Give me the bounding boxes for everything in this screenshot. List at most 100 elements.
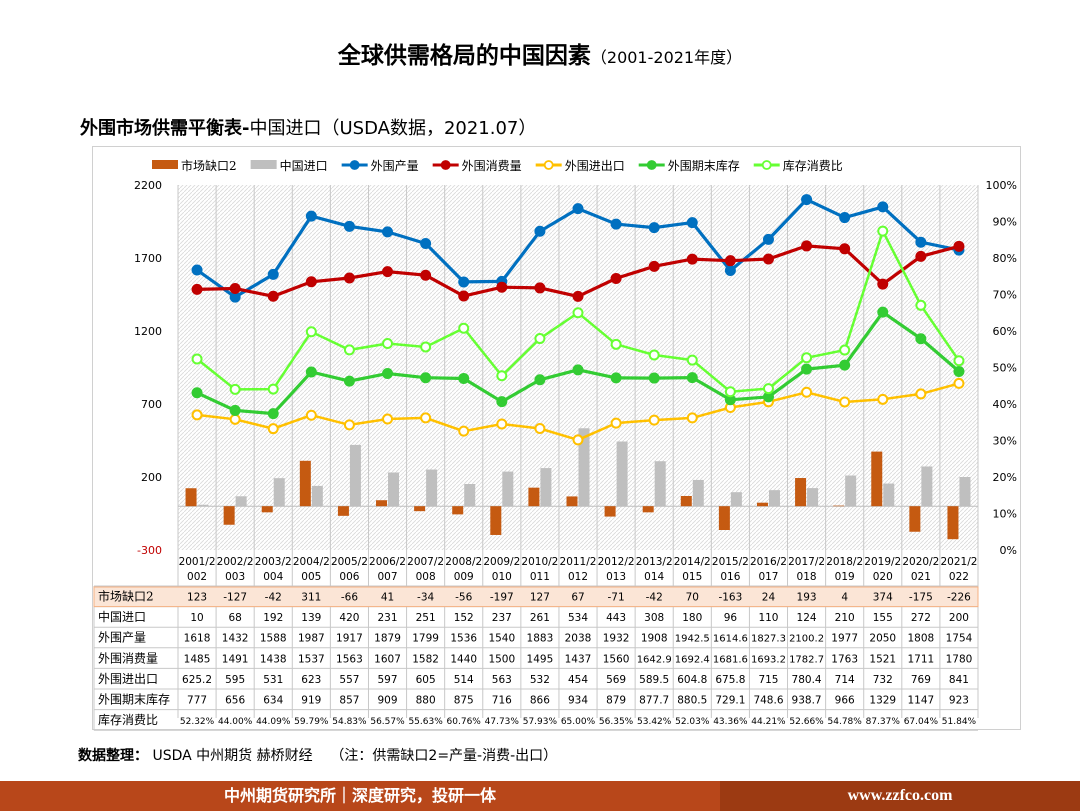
table-cell: 866: [530, 695, 550, 707]
right-axis-tick: 100%: [986, 179, 1017, 192]
table-cell: 923: [949, 695, 969, 707]
table-cell: 65.00%: [561, 717, 596, 727]
source-label: 数据整理：: [78, 748, 148, 764]
point-外围产量: [305, 210, 317, 222]
table-row-label: 外围进出口: [98, 672, 158, 686]
left-axis-tick: 200: [141, 471, 162, 484]
table-cell: 1879: [374, 633, 401, 645]
bar-中国进口: [692, 479, 704, 507]
table-cell: -175: [909, 592, 933, 604]
table-cell: 155: [873, 612, 893, 624]
table-cell: 1711: [907, 653, 934, 665]
point-库存消费比: [458, 322, 470, 334]
table-cell: 1692.4: [675, 654, 710, 665]
category-label: 2018/2: [826, 556, 863, 568]
legend-label: 市场缺口2: [181, 158, 237, 173]
point-外围产量: [191, 264, 203, 276]
table-cell: 193: [797, 592, 817, 604]
table-cell: 748.6: [753, 695, 783, 707]
table-cell: -127: [223, 592, 247, 604]
table-cell: 1582: [412, 653, 439, 665]
bar-市场缺口2: [604, 506, 616, 517]
bar-市场缺口2: [414, 506, 426, 512]
table-cell: 589.5: [639, 674, 669, 686]
category-label: 2015/2: [712, 556, 749, 568]
point-外围消费量: [305, 276, 317, 288]
legend-label: 外围产量: [371, 159, 419, 173]
table-cell: 1883: [527, 633, 554, 645]
right-axis-tick: 40%: [993, 398, 1017, 411]
bar-中国进口: [235, 496, 247, 507]
source-text: USDA 中州期货 赫桥财经: [152, 748, 313, 764]
point-外围期末库存: [801, 363, 813, 375]
category-label: 010: [492, 571, 512, 583]
point-库存消费比: [648, 349, 660, 361]
table-cell: 938.7: [792, 695, 822, 707]
point-外围进出口: [343, 419, 355, 431]
category-label: 003: [225, 571, 245, 583]
table-cell: 1500: [488, 653, 515, 665]
table-cell: 934: [568, 695, 588, 707]
point-库存消费比: [534, 333, 546, 345]
bar-中国进口: [883, 483, 895, 507]
table-cell: 251: [416, 612, 436, 624]
table-cell: 1329: [869, 695, 896, 707]
table-cell: 44.21%: [751, 717, 786, 727]
bar-市场缺口2: [299, 460, 311, 507]
table-cell: 714: [835, 674, 855, 686]
table-cell: -34: [417, 592, 434, 604]
point-外围期末库存: [610, 372, 622, 384]
bar-中国进口: [845, 475, 857, 507]
point-外围产量: [839, 212, 851, 224]
point-外围期末库存: [572, 364, 584, 376]
table-cell: 569: [606, 674, 626, 686]
point-外围进出口: [458, 425, 470, 437]
table-cell: 1563: [336, 653, 363, 665]
formula-note: （注：供需缺口2=产量-消费-出口）: [330, 748, 558, 764]
table-cell: 1827.3: [751, 634, 786, 645]
right-axis-tick: 60%: [993, 325, 1017, 338]
category-label: 013: [606, 571, 626, 583]
table-cell: 919: [301, 695, 321, 707]
table-cell: 1440: [450, 653, 477, 665]
category-label: 008: [416, 571, 436, 583]
table-row-label: 中国进口: [98, 609, 146, 624]
category-label: 2001/2: [179, 556, 216, 568]
table-cell: 1495: [527, 653, 554, 665]
point-外围消费量: [877, 278, 889, 290]
table-cell: 1618: [184, 633, 211, 645]
point-外围产量: [382, 226, 394, 238]
table-cell: 880: [416, 695, 436, 707]
point-外围消费量: [382, 266, 394, 278]
table-cell: 1438: [260, 653, 287, 665]
footer-website-link[interactable]: www.zzfco.com: [720, 781, 1080, 811]
table-row-label: 市场缺口2: [98, 589, 154, 604]
title-suffix: （2001-2021年度）: [590, 48, 743, 67]
point-外围期末库存: [343, 375, 355, 387]
table-cell: 1780: [946, 653, 973, 665]
point-外围产量: [610, 218, 622, 230]
point-库存消费比: [496, 370, 508, 382]
table-cell: 1521: [869, 653, 896, 665]
table-cell: 1432: [222, 633, 249, 645]
point-外围消费量: [762, 253, 774, 265]
left-axis-tick: 1200: [134, 325, 162, 338]
table-cell: 1607: [374, 653, 401, 665]
point-外围进出口: [915, 388, 927, 400]
table-cell: 110: [758, 612, 778, 624]
table-cell: 1908: [641, 633, 668, 645]
table-cell: 1693.2: [751, 654, 786, 665]
bar-中国进口: [578, 428, 590, 507]
table-cell: 531: [263, 674, 283, 686]
table-cell: 374: [873, 592, 893, 604]
table-cell: 24: [762, 592, 776, 604]
table-cell: 56.57%: [370, 717, 405, 727]
table-cell: 124: [797, 612, 817, 624]
table-cell: 857: [339, 695, 359, 707]
table-cell: 656: [225, 695, 245, 707]
table-cell: 43.36%: [713, 717, 748, 727]
category-label: 009: [454, 571, 474, 583]
category-label: 016: [720, 571, 740, 583]
right-axis-tick: 70%: [993, 289, 1017, 302]
point-库存消费比: [686, 354, 698, 366]
